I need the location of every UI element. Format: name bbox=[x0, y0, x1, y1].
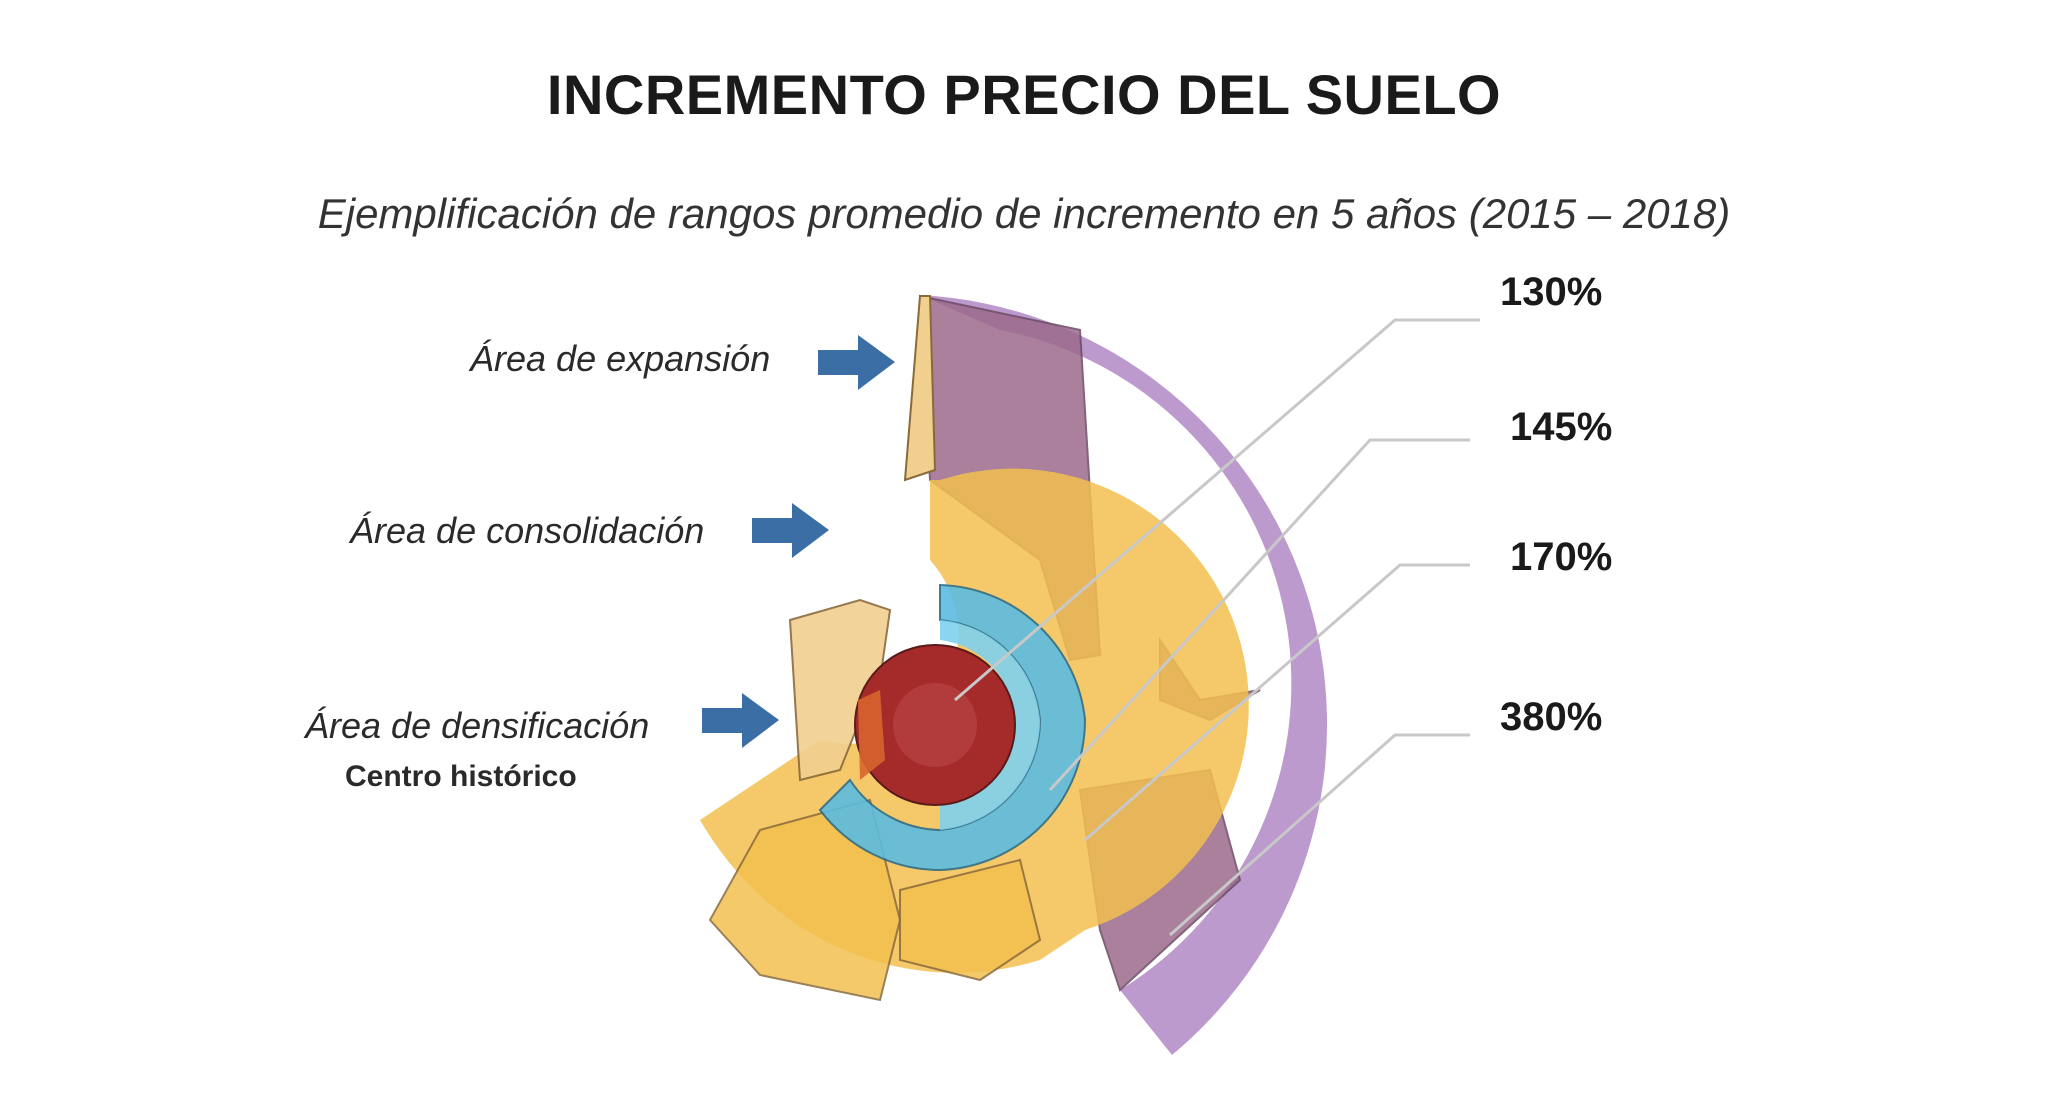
historic-center-west-parcel bbox=[858, 690, 885, 780]
increment-label-380: 380% bbox=[1500, 695, 1603, 739]
leader-line-170 bbox=[1084, 563, 1470, 842]
arrow-consolidation-icon bbox=[752, 503, 829, 558]
area-label-densification: Área de densificación bbox=[305, 705, 650, 746]
area-label-expansion: Área de expansión bbox=[470, 338, 771, 379]
leader-line-380 bbox=[1169, 733, 1470, 937]
area-sublabel-historic-center: Centro histórico bbox=[345, 760, 577, 793]
densification-inner-band bbox=[940, 620, 1041, 830]
leader-line-130 bbox=[954, 318, 1480, 702]
increment-label-170: 170% bbox=[1510, 535, 1613, 579]
page-title: INCREMENTO PRECIO DEL SUELO bbox=[546, 63, 1502, 126]
arrow-densification-icon bbox=[702, 693, 779, 748]
page-subtitle: Ejemplificación de rangos promedio de in… bbox=[317, 190, 1731, 237]
leader-line-145 bbox=[1048, 438, 1470, 792]
arrow-expansion-icon bbox=[818, 335, 895, 390]
area-label-consolidation: Área de consolidación bbox=[350, 510, 705, 551]
increment-label-145: 145% bbox=[1510, 405, 1613, 449]
consolidation-parcel-north-strip bbox=[903, 295, 937, 482]
increment-label-130: 130% bbox=[1500, 270, 1603, 314]
consolidation-parcel-southeast bbox=[899, 858, 1042, 982]
historic-center-core bbox=[893, 683, 977, 767]
